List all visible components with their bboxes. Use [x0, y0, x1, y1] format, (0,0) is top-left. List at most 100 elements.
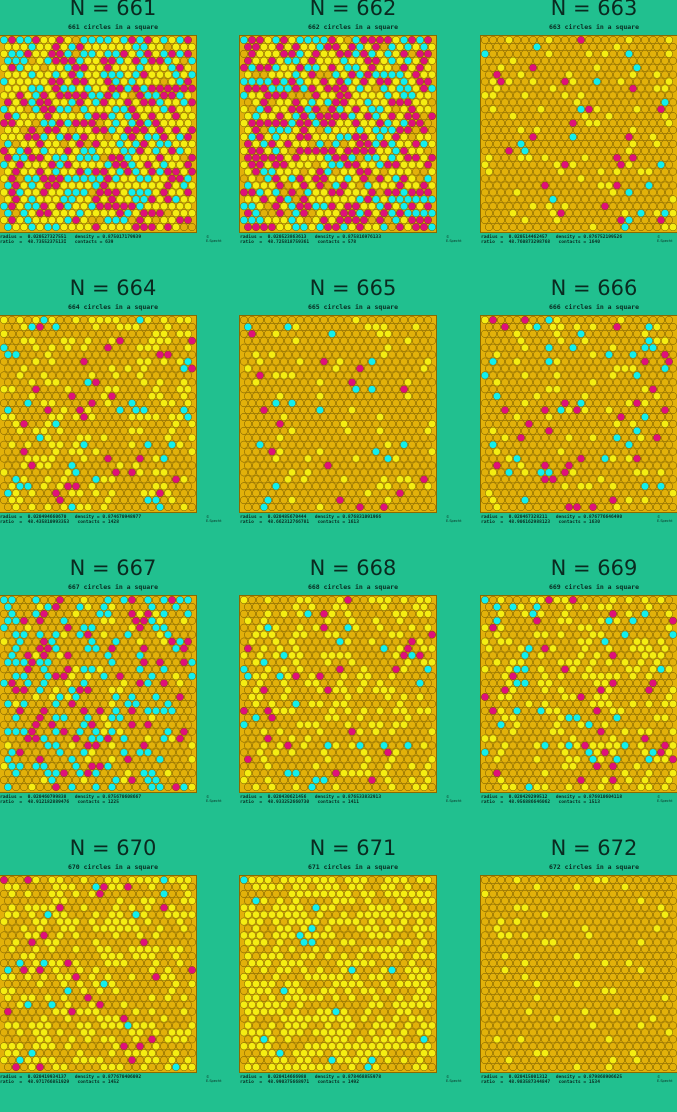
packed-circle [28, 153, 36, 162]
packed-circle [521, 329, 529, 338]
packed-circle [513, 216, 521, 225]
packed-circle [312, 413, 320, 421]
packed-circle [408, 426, 416, 435]
packed-circle [505, 426, 513, 435]
packed-circle [180, 167, 188, 176]
packed-circle [128, 119, 136, 128]
packed-circle [188, 323, 196, 331]
packed-circle [376, 440, 384, 449]
packed-circle [545, 36, 553, 44]
packed-circle [392, 399, 400, 408]
packed-circle [641, 77, 649, 86]
packed-circle [68, 769, 76, 778]
packed-circle [120, 623, 128, 632]
packed-circle [124, 223, 132, 231]
packed-circle [657, 496, 665, 505]
packed-circle [517, 406, 525, 414]
packed-circle [649, 105, 657, 114]
packed-circle [589, 223, 597, 231]
packing-cell: N = 664 664 circles in a square radius =… [0, 276, 226, 552]
packed-circle [601, 216, 609, 225]
packed-circle [92, 741, 100, 750]
packed-circle [601, 454, 609, 463]
packed-circle [312, 623, 320, 632]
packed-circle [244, 503, 252, 511]
packed-circle [104, 482, 112, 491]
packed-circle [148, 43, 156, 51]
packed-circle [176, 623, 184, 632]
packed-circle [657, 49, 665, 58]
packed-circle [356, 70, 364, 79]
packed-circle [184, 651, 192, 660]
packed-circle [168, 316, 176, 324]
packed-circle [112, 426, 120, 435]
packed-circle [352, 105, 360, 114]
packed-circle [348, 84, 356, 93]
packed-circle [360, 119, 368, 128]
packed-circle [593, 63, 601, 72]
packed-circle [108, 672, 116, 681]
packed-circle [493, 70, 501, 79]
packed-circle [288, 49, 296, 58]
packed-circle [72, 316, 80, 324]
packed-circle [485, 56, 493, 65]
packed-circle [553, 36, 561, 44]
packed-circle [541, 323, 549, 331]
packed-circle [593, 146, 601, 155]
packed-circle [28, 209, 36, 218]
packed-circle [565, 433, 573, 442]
packed-circle [136, 748, 144, 757]
packed-circle [320, 596, 328, 604]
packed-circle [132, 616, 140, 625]
packed-circle [601, 91, 609, 100]
packed-circle [156, 741, 164, 750]
packed-circle [356, 461, 364, 470]
packed-circle [100, 503, 108, 511]
packed-circle [96, 623, 104, 632]
packed-circle [585, 91, 593, 100]
packed-circle [388, 419, 396, 428]
packed-circle [396, 56, 404, 65]
packed-circle [300, 475, 308, 484]
packed-circle [20, 461, 28, 470]
packed-circle [593, 343, 601, 352]
packed-circle [240, 202, 248, 211]
packed-circle [132, 153, 140, 162]
packed-circle [621, 98, 629, 107]
packed-circle [549, 503, 557, 511]
packed-circle [621, 43, 629, 51]
packed-circle [513, 133, 521, 141]
packed-circle [124, 727, 132, 736]
packed-circle [292, 503, 300, 511]
packed-circle [56, 440, 64, 449]
packed-circle [144, 720, 152, 729]
packed-circle [176, 440, 184, 449]
packed-circle [493, 112, 501, 121]
packed-circle [320, 188, 328, 197]
packed-circle [380, 364, 388, 373]
packed-circle [561, 77, 569, 86]
packed-circle [72, 77, 80, 86]
packed-circle [605, 378, 613, 387]
packed-circle [180, 336, 188, 345]
packed-circle [44, 84, 52, 93]
packed-circle [324, 644, 332, 653]
packed-circle [597, 378, 605, 387]
packed-circle [657, 119, 665, 128]
packed-circle [268, 336, 276, 345]
packed-circle [613, 43, 621, 51]
packed-circle [260, 336, 268, 345]
packed-circle [304, 202, 312, 211]
packed-circle [513, 399, 521, 408]
packed-circle [52, 644, 60, 653]
packed-circle [44, 98, 52, 107]
packed-circle [100, 741, 108, 750]
packed-circle [76, 139, 84, 148]
packed-circle [609, 174, 617, 183]
packed-circle [168, 762, 176, 771]
packed-circle [56, 468, 64, 477]
packed-circle [252, 489, 260, 498]
packed-circle [585, 329, 593, 338]
packed-circle [545, 371, 553, 380]
packed-circle [408, 77, 416, 86]
